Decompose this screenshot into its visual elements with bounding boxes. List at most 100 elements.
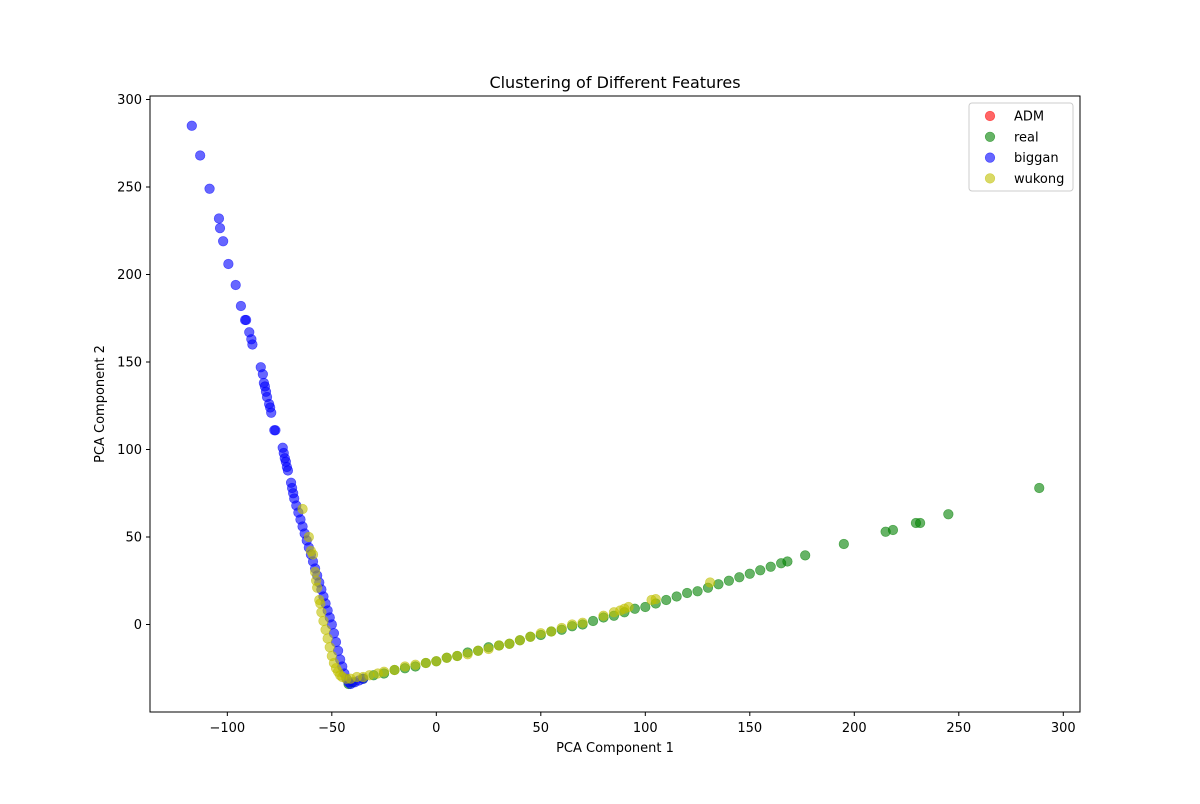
point-wukong-39	[514, 635, 526, 646]
point-wukong-41	[535, 628, 546, 639]
point-wukong-45	[577, 617, 588, 628]
point-biggan-1	[195, 150, 206, 161]
point-wukong-27	[389, 664, 400, 676]
point-biggan-13	[247, 339, 258, 350]
x-tick-label: 200	[842, 721, 867, 736]
axes-frame	[149, 95, 1081, 713]
point-wukong-35	[473, 645, 484, 656]
point-real-38	[734, 572, 745, 583]
point-wukong-10	[318, 615, 329, 627]
point-biggan-0	[186, 120, 197, 131]
point-real-51	[1034, 482, 1045, 494]
x-axis-label: PCA Component 1	[556, 741, 674, 756]
y-tick-label: 250	[117, 181, 142, 196]
y-axis-label: PCA Component 2	[93, 345, 108, 463]
legend-marker-real	[984, 131, 996, 142]
point-real-40	[755, 565, 766, 576]
x-tick-label: 300	[1051, 721, 1076, 736]
legend-label-wukong: wukong	[1014, 172, 1064, 187]
point-biggan-22	[266, 407, 277, 418]
point-biggan-2	[204, 183, 215, 194]
point-wukong-43	[556, 622, 567, 634]
legend-box	[968, 102, 1074, 192]
point-biggan-15	[257, 369, 268, 380]
legend-marker-wukong	[984, 173, 996, 184]
point-biggan-4	[214, 223, 226, 234]
y-tick-label: 0	[134, 618, 142, 633]
point-wukong-12	[322, 633, 333, 644]
y-axis-ticks: 0 50 100 150 200 250 300	[117, 93, 150, 633]
point-biggan-30	[282, 465, 294, 476]
chart-title: Clustering of Different Features	[489, 73, 740, 92]
point-wukong-40	[525, 631, 536, 642]
point-biggan-3	[213, 213, 225, 224]
point-real-45	[838, 538, 849, 550]
x-tick-label: 100	[633, 721, 658, 736]
point-wukong-4	[310, 566, 321, 578]
point-wukong-0	[297, 503, 308, 515]
point-biggan-8	[235, 300, 247, 312]
point-real-49	[915, 517, 926, 529]
point-wukong-30	[420, 657, 431, 669]
point-wukong-44	[567, 619, 578, 630]
point-biggan-6	[223, 258, 234, 270]
y-tick-label: 300	[117, 93, 142, 108]
point-real-32	[671, 591, 682, 602]
point-real-50	[943, 509, 954, 520]
point-real-39	[744, 568, 755, 579]
x-tick-label: −100	[209, 721, 245, 736]
legend-label-ADM: ADM	[1014, 110, 1044, 125]
point-wukong-46	[598, 610, 609, 621]
point-wukong-6	[312, 582, 323, 593]
x-tick-label: 250	[946, 721, 971, 736]
point-wukong-29	[410, 659, 421, 670]
legend-marker-ADM	[984, 110, 996, 122]
legend-label-real: real	[1014, 130, 1039, 145]
point-wukong-42	[546, 626, 557, 637]
y-tick-label: 50	[125, 531, 142, 546]
x-tick-label: 50	[533, 721, 550, 736]
point-wukong-11	[320, 624, 331, 635]
point-wukong-3	[307, 549, 319, 560]
point-real-24	[587, 615, 599, 627]
point-biggan-5	[218, 236, 229, 247]
point-biggan-10	[241, 314, 252, 326]
point-wukong-24	[364, 670, 375, 681]
point-wukong-28	[399, 661, 411, 672]
point-wukong-32	[441, 652, 452, 663]
point-wukong-1	[303, 531, 314, 543]
point-real-41	[765, 561, 776, 572]
point-wukong-36	[483, 643, 494, 655]
point-wukong-34	[462, 649, 473, 660]
y-tick-label: 150	[117, 356, 142, 371]
point-real-33	[682, 587, 693, 599]
point-real-31	[661, 594, 672, 606]
point-real-47	[887, 524, 899, 536]
legend-marker-biggan	[984, 152, 996, 163]
point-wukong-8	[315, 598, 326, 609]
x-tick-label: −50	[318, 721, 345, 736]
x-tick-label: 0	[432, 721, 440, 736]
point-real-36	[713, 579, 724, 590]
legend: ADM real biggan wukong	[968, 102, 1074, 192]
x-axis-ticks: −100 −50 0 50 100 150 200 250 300	[209, 712, 1076, 736]
point-real-29	[640, 601, 651, 613]
point-wukong-26	[378, 666, 390, 677]
point-real-34	[692, 586, 703, 597]
y-tick-label: 200	[117, 268, 142, 283]
point-real-44	[800, 550, 811, 561]
point-biggan-24	[270, 425, 281, 436]
data-points	[186, 120, 1045, 690]
point-wukong-13	[324, 642, 335, 653]
point-wukong-9	[316, 607, 327, 618]
point-wukong-33	[452, 650, 463, 662]
point-wukong-37	[493, 640, 505, 651]
legend-label-biggan: biggan	[1014, 151, 1059, 166]
point-real-43	[782, 556, 793, 567]
y-tick-label: 100	[117, 443, 142, 458]
point-wukong-53	[704, 577, 716, 588]
point-wukong-50	[623, 601, 634, 613]
x-tick-label: 150	[737, 721, 762, 736]
point-wukong-52	[650, 594, 661, 605]
